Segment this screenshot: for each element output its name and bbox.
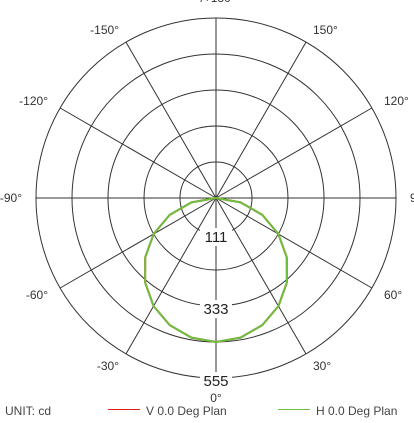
label-layer: -/+180° 150° 120° 90° 60° 30° 0° -30° -60° -90° -1…	[0, 0, 414, 405]
ring-label-backdrop	[200, 372, 232, 390]
series-line-h-plane	[144, 197, 288, 343]
legend-swatch-green	[278, 409, 310, 411]
legend-item-h-plane: H 0.0 Deg Plan	[278, 404, 397, 418]
grid-spoke	[215, 107, 373, 199]
unit-label: UNIT: cd	[5, 404, 52, 418]
angle-label: -150°	[90, 23, 119, 37]
grid-spoke	[59, 107, 217, 199]
ring-value-label: 555	[203, 373, 228, 390]
legend-label-v-plane: V 0.0 Deg Plan	[146, 404, 227, 418]
angle-label: 120°	[384, 94, 409, 108]
angle-label: -60°	[26, 288, 48, 302]
legend-label-h-plane: H 0.0 Deg Plan	[316, 404, 398, 418]
angle-label: 150°	[313, 23, 338, 37]
ring-value-label: 333	[203, 301, 228, 318]
angle-label: -120°	[19, 94, 48, 108]
angle-label: -30°	[97, 359, 119, 373]
legend-swatch-red	[108, 409, 140, 411]
grid-spoke	[125, 41, 217, 199]
series-layer	[144, 197, 288, 343]
angle-label: 60°	[384, 288, 402, 302]
grid-spoke	[59, 197, 217, 289]
grid-spoke	[125, 197, 217, 355]
grid-spoke	[215, 197, 307, 355]
angle-label: 30°	[313, 359, 331, 373]
grid-spoke	[215, 41, 307, 199]
angle-label: -/+180°	[196, 0, 235, 5]
ring-label-backdrop	[200, 300, 232, 318]
angle-label: 0°	[210, 391, 222, 405]
ring-label-backdrop	[200, 228, 232, 246]
angle-label: 90°	[410, 191, 414, 205]
angle-label: -90°	[0, 191, 22, 205]
ring-value-label: 111	[205, 229, 228, 246]
grid-spoke	[215, 197, 373, 289]
legend-item-v-plane: V 0.0 Deg Plan	[108, 404, 227, 418]
legend: UNIT: cd V 0.0 Deg Plan H 0.0 Deg Plan	[0, 402, 414, 422]
